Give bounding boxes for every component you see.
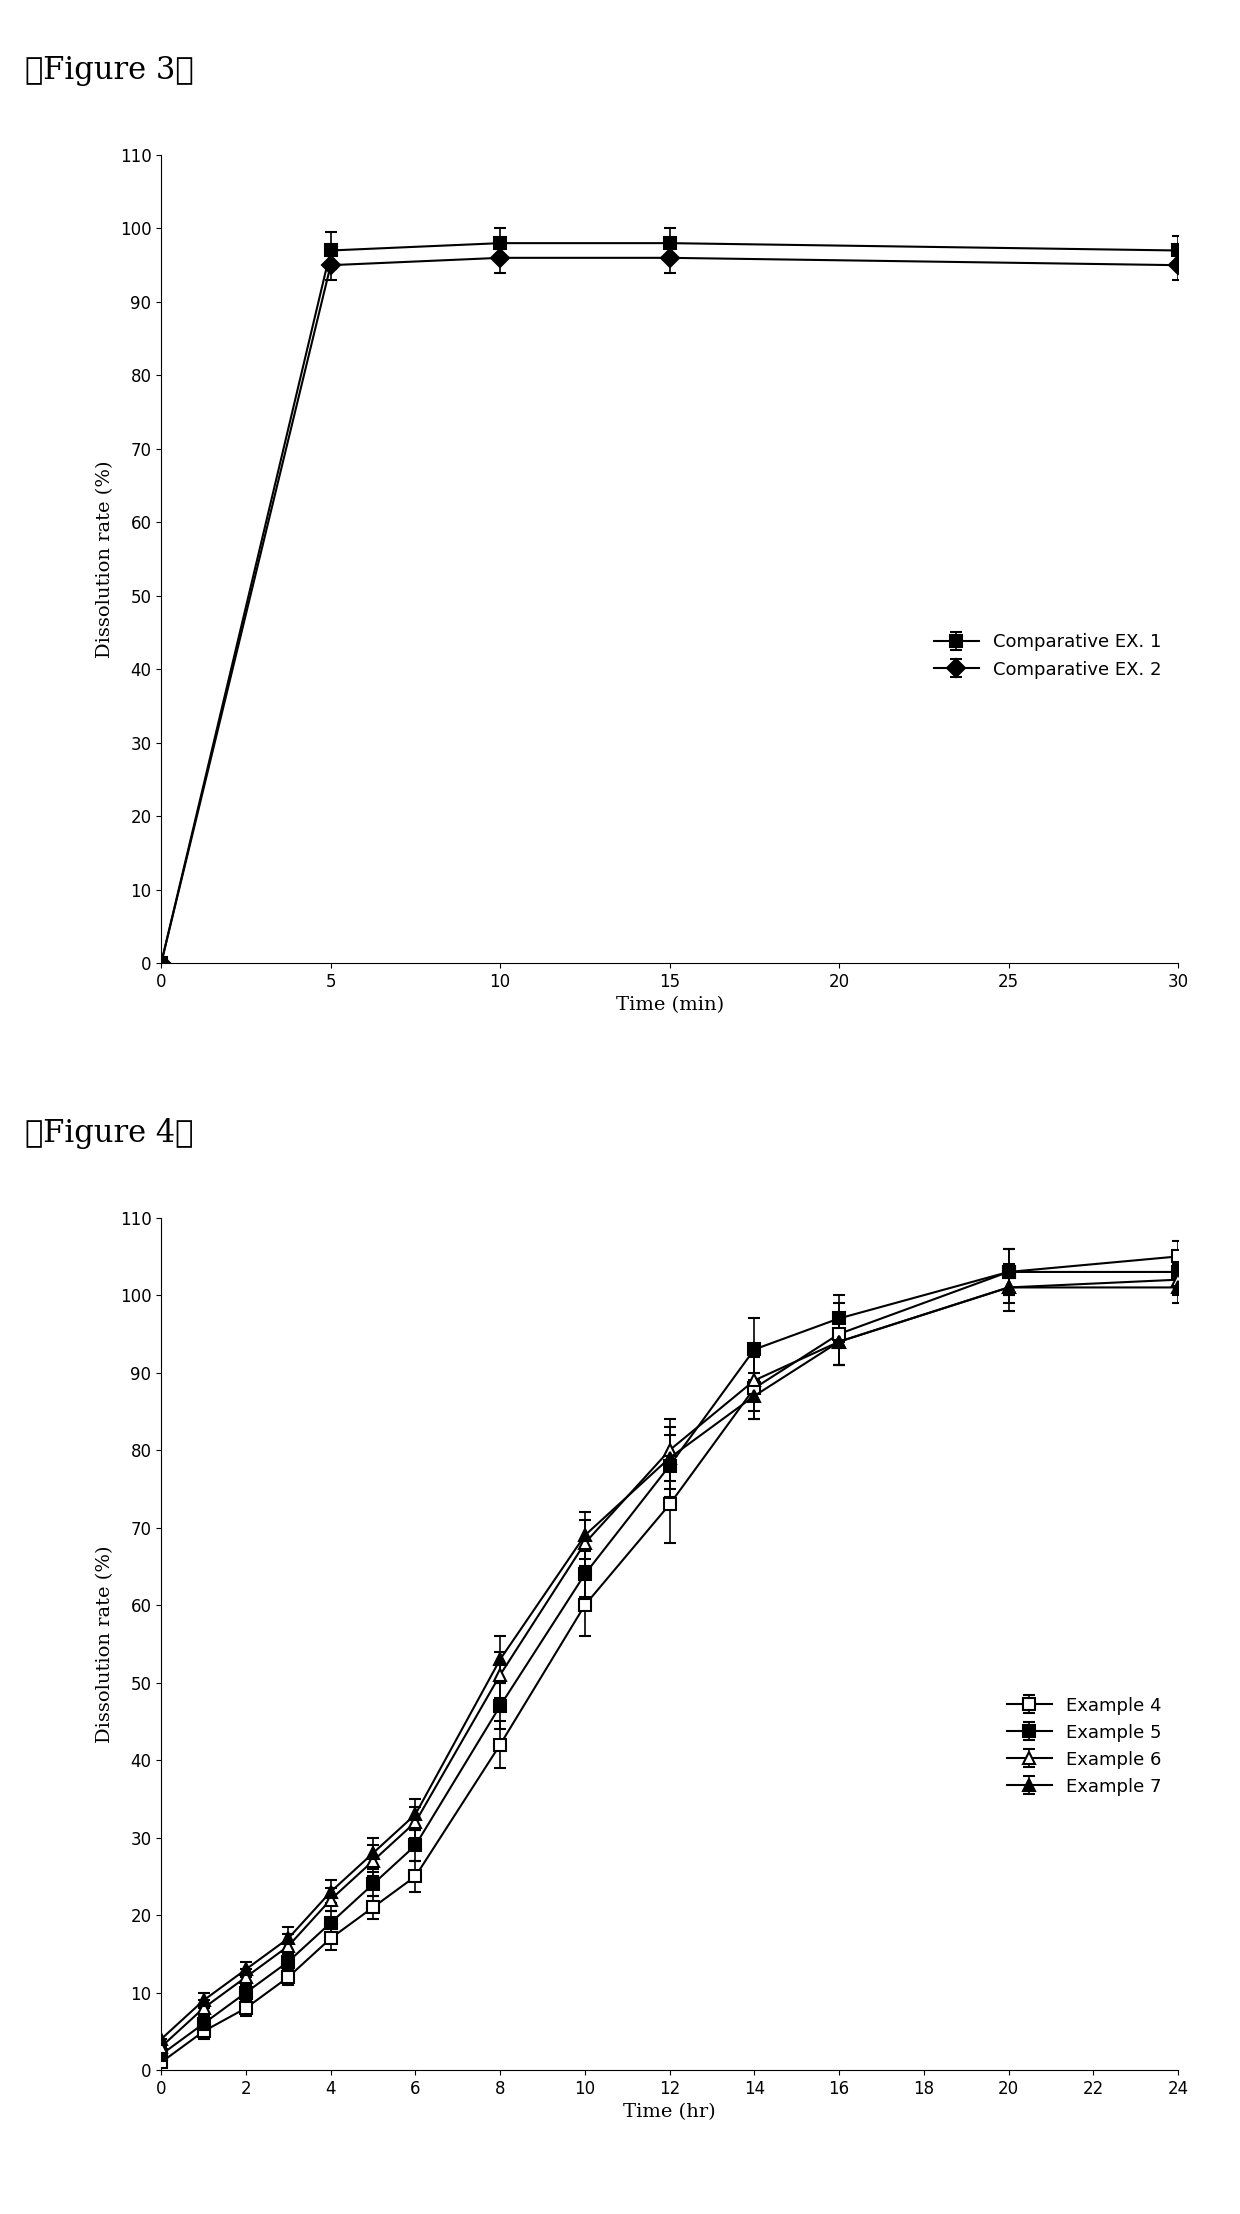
- X-axis label: Time (hr): Time (hr): [624, 2103, 715, 2121]
- Y-axis label: Dissolution rate (%): Dissolution rate (%): [97, 461, 114, 658]
- Y-axis label: Dissolution rate (%): Dissolution rate (%): [97, 1545, 114, 1742]
- Text: 【Figure 3】: 【Figure 3】: [25, 55, 193, 86]
- Legend: Example 4, Example 5, Example 6, Example 7: Example 4, Example 5, Example 6, Example…: [999, 1689, 1169, 1802]
- Legend: Comparative EX. 1, Comparative EX. 2: Comparative EX. 1, Comparative EX. 2: [926, 627, 1169, 686]
- X-axis label: Time (min): Time (min): [615, 996, 724, 1014]
- Text: 【Figure 4】: 【Figure 4】: [25, 1118, 193, 1149]
